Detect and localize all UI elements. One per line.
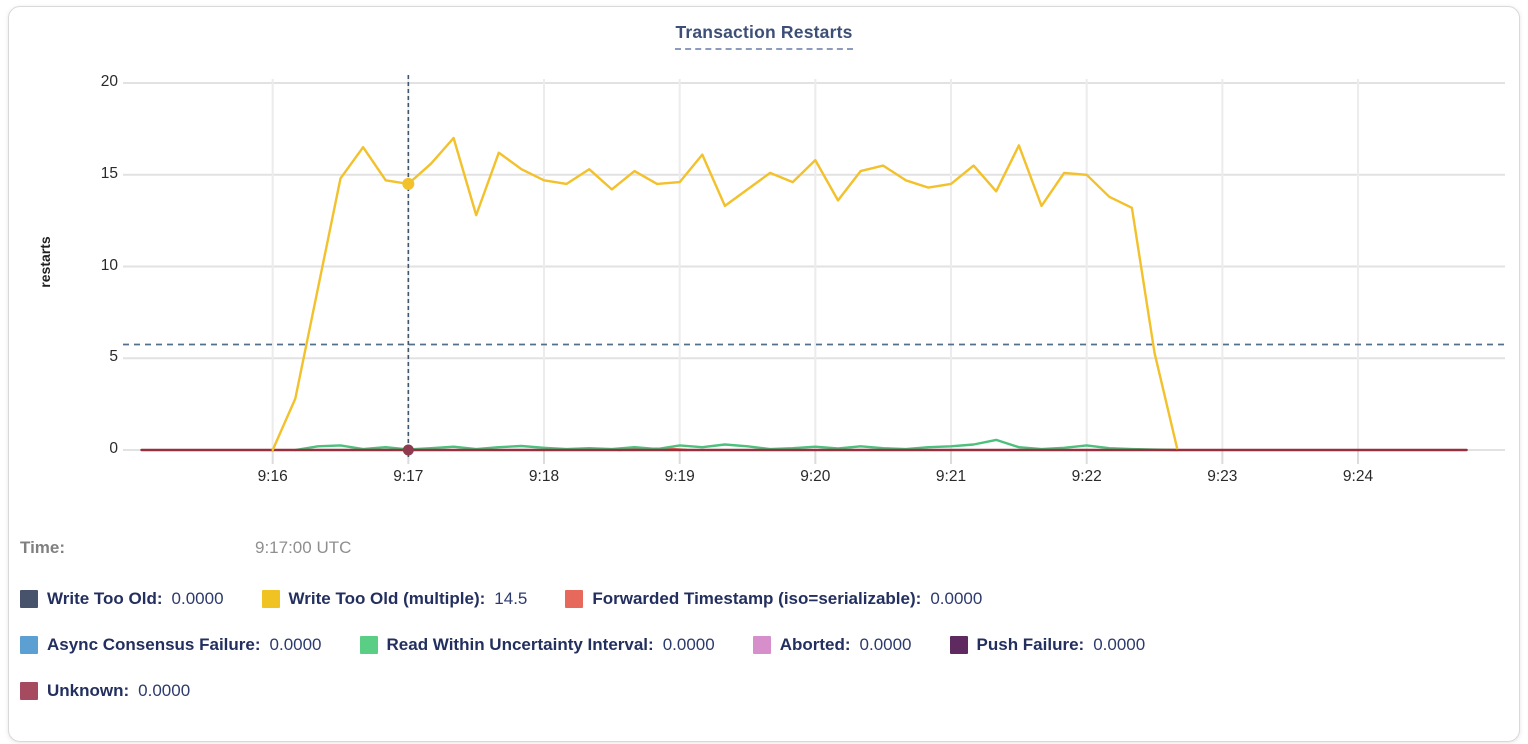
legend-item: Read Within Uncertainty Interval: 0.0000 — [359, 635, 715, 655]
chart-plot-area[interactable] — [123, 75, 1518, 467]
legend-label: Read Within Uncertainty Interval: — [386, 635, 654, 654]
series-line — [294, 438, 1179, 452]
legend-row: Async Consensus Failure: 0.0000 Read Withi… — [20, 632, 1512, 658]
series-line — [271, 136, 1179, 452]
hover-point — [402, 444, 414, 456]
legend-value: 0.0000 — [171, 589, 224, 608]
tooltip-time-label: Time: — [20, 538, 66, 557]
legend-swatch-icon — [261, 590, 280, 608]
y-tick-label: 20 — [100, 73, 118, 90]
legend-item: Forwarded Timestamp (iso=serializable): 0… — [565, 589, 982, 609]
y-tick-label: 0 — [109, 440, 118, 457]
legend-label: Write Too Old: — [47, 589, 163, 608]
legend-value: 0.0000 — [1093, 635, 1146, 654]
legend-item: Unknown: 0.0000 — [20, 681, 190, 701]
x-tick-label: 9:24 — [1342, 468, 1374, 485]
legend-row: Unknown: 0.0000 — [20, 678, 1512, 704]
legend-swatch-icon — [359, 636, 378, 654]
legend-swatch-icon — [949, 636, 968, 654]
legend-swatch-icon — [20, 636, 38, 654]
y-axis-label: restarts — [37, 236, 53, 288]
legend-swatch-icon — [20, 590, 38, 608]
legend-row: Write Too Old: 0.0000 Write Too Old (multi… — [20, 586, 1512, 612]
legend-value: 0.0000 — [269, 635, 322, 654]
chart-title-wrap: Transaction Restarts — [0, 22, 1528, 50]
y-tick-label: 10 — [100, 256, 118, 274]
legend-label: Aborted: — [779, 635, 851, 654]
legend-item: Push Failure: 0.0000 — [949, 635, 1146, 655]
legend-label: Push Failure: — [976, 635, 1085, 654]
tooltip-time-row: Time: 9:17:00 UTC — [20, 538, 720, 558]
legend-item: Aborted: 0.0000 — [752, 635, 912, 655]
y-tick-label: 15 — [100, 164, 118, 182]
legend-label: Async Consensus Failure: — [47, 635, 261, 654]
legend-label: Write Too Old (multiple): — [288, 589, 486, 608]
chart-title[interactable]: Transaction Restarts — [675, 22, 853, 50]
x-tick-label: 9:19 — [664, 468, 695, 485]
legend-label: Unknown: — [47, 681, 130, 700]
x-tick-label: 9:16 — [257, 468, 288, 485]
legend-swatch-icon — [565, 590, 584, 608]
tooltip-time-value: 9:17:00 UTC — [255, 538, 352, 557]
x-tick-label: 9:23 — [1207, 468, 1238, 485]
y-tick-label: 5 — [109, 348, 118, 366]
legend-value: 0.0000 — [138, 681, 191, 700]
chart-card — [8, 6, 1520, 742]
legend-value: 0.0000 — [930, 589, 983, 608]
x-tick-label: 9:21 — [935, 468, 967, 485]
legend-swatch-icon — [752, 636, 771, 654]
x-tick-label: 9:22 — [1071, 468, 1102, 485]
legend-value: 0.0000 — [662, 635, 715, 654]
hover-point — [402, 177, 415, 190]
x-tick-label: 9:18 — [528, 468, 560, 485]
legend-item: Write Too Old: 0.0000 — [20, 589, 224, 609]
legend-swatch-icon — [20, 682, 38, 700]
legend-value: 14.5 — [494, 589, 528, 608]
x-tick-label: 9:20 — [800, 468, 831, 485]
legend-item: Write Too Old (multiple): 14.5 — [261, 589, 528, 609]
legend: Write Too Old: 0.0000 Write Too Old (multi… — [20, 586, 1512, 724]
legend-item: Async Consensus Failure: 0.0000 — [20, 635, 322, 655]
x-tick-label: 9:17 — [393, 468, 424, 485]
legend-value: 0.0000 — [859, 635, 912, 654]
legend-label: Forwarded Timestamp (iso=serializable): — [592, 589, 922, 608]
